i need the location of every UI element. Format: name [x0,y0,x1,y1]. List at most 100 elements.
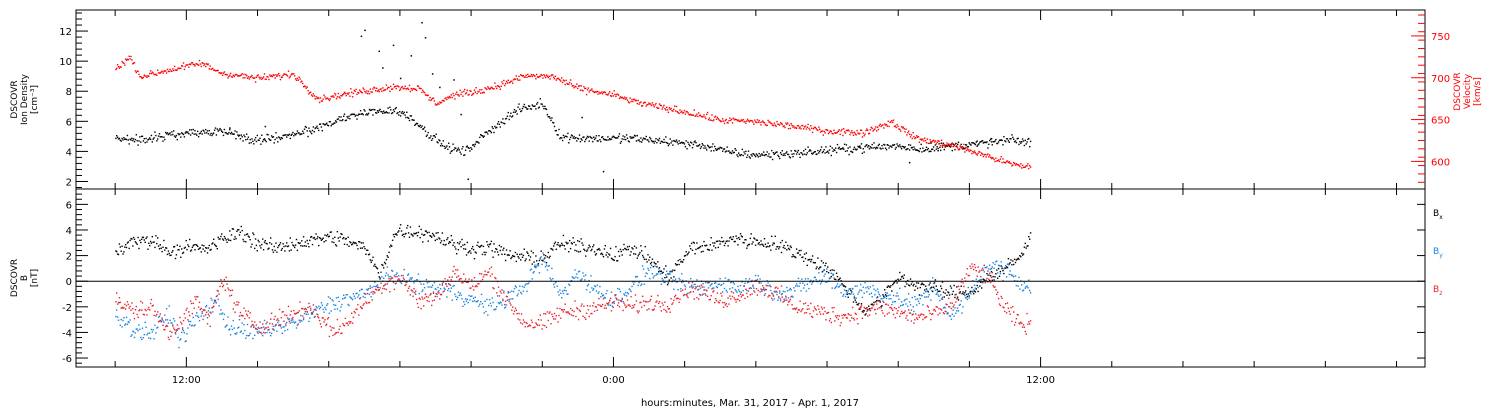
data-point [506,296,509,298]
data-point [827,152,830,154]
data-point [240,314,242,317]
data-point [564,286,566,289]
data-point [509,250,511,252]
data-point [682,259,685,261]
data-point [494,309,496,311]
data-point [616,298,618,301]
data-point [494,125,496,128]
data-point [875,126,877,128]
data-point [328,335,331,338]
data-point [484,87,486,89]
data-point [497,85,500,87]
data-point [402,113,404,115]
data-point [189,238,191,241]
data-point [492,88,494,90]
data-point [796,151,799,153]
data-point [673,276,675,278]
data-point [719,278,721,280]
data-point [819,131,822,133]
data-point [419,87,421,90]
data-point [121,137,123,140]
data-point [820,260,823,262]
data-point [865,129,867,132]
data-point [777,299,779,301]
data-point [785,241,787,243]
data-point [648,269,650,271]
data-point [226,324,228,326]
data-point [659,142,662,144]
data-point [832,311,834,313]
data-point [650,139,653,142]
data-point [895,295,897,297]
data-point [285,323,287,325]
data-point [303,308,306,310]
data-point [364,296,366,299]
data-point [279,325,282,327]
data-point [356,292,358,294]
data-point [534,105,536,107]
data-point [124,303,126,305]
data-point [591,312,593,315]
data-point [453,242,455,244]
data-point [812,152,815,154]
data-point [601,295,604,297]
data-point [149,337,152,340]
data-point [295,132,298,135]
data-point [566,82,568,85]
data-point [802,154,804,156]
data-point [421,125,423,127]
data-point [128,321,130,324]
data-point [397,231,399,233]
data-point [516,78,518,80]
data-point [698,285,701,287]
data-point [458,279,460,281]
data-point [252,323,254,326]
data-point [747,243,750,246]
data-point [855,313,857,316]
data-point [151,141,153,143]
data-point [755,121,758,124]
data-point [698,298,700,300]
data-point [216,289,218,292]
data-point [593,138,596,141]
data-point [120,250,122,252]
data-point [618,255,621,257]
data-point [569,307,572,310]
data-point [853,131,856,133]
data-point [560,80,562,82]
data-point [701,245,703,247]
data-point [134,70,137,72]
data-point [228,131,230,134]
data-point [674,280,676,282]
data-point [706,149,708,151]
data-point [132,138,135,140]
data-point [766,151,768,153]
data-point [519,253,521,256]
data-point [704,293,706,295]
data-point [153,338,155,340]
data-point [1017,285,1019,287]
data-point [771,292,773,294]
data-point [351,298,354,301]
data-point [246,74,248,77]
data-point [578,270,581,272]
data-point [554,130,557,132]
data-point [378,109,380,112]
data-point [288,133,291,135]
data-point [905,281,907,283]
data-point [686,110,688,113]
data-point [130,139,132,141]
data-point [1002,158,1004,160]
data-point [431,300,434,302]
data-point [204,63,206,65]
data-point [400,230,403,232]
data-point [282,74,284,77]
data-point [359,306,362,308]
data-point [465,254,468,256]
data-point [208,315,210,317]
data-point [815,278,817,281]
data-point [993,279,995,281]
data-point [511,256,513,258]
data-point [926,149,929,151]
data-point [610,257,613,259]
